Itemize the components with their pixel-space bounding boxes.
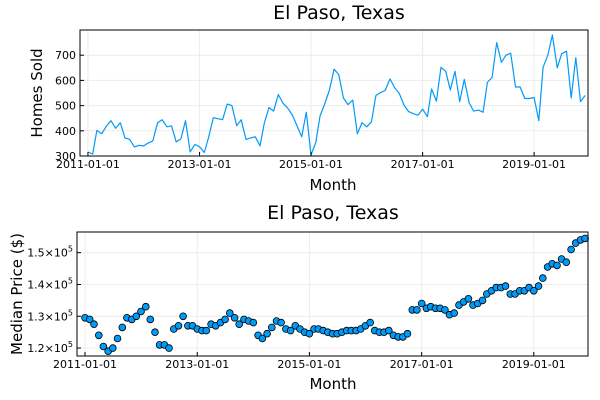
y-tick-label: 700 bbox=[55, 49, 76, 62]
y-tick-label: 1.3×105 bbox=[27, 308, 73, 323]
chart-title: El Paso, Texas bbox=[267, 202, 399, 224]
data-point bbox=[441, 306, 449, 314]
data-point bbox=[142, 302, 150, 311]
median-price-chart: El Paso, Texas 2011-01-01 2013-01-01 2015-… bbox=[8, 202, 589, 393]
y-tick-label: 400 bbox=[55, 125, 76, 138]
x-tick-label: 2017-01-01 bbox=[391, 158, 455, 171]
data-point bbox=[174, 321, 183, 330]
data-point bbox=[553, 261, 561, 270]
y-tick-label: 1.4×105 bbox=[27, 276, 73, 291]
homes-sold-chart: El Paso, Texas 2011-01-01 2013-01-01 2015-… bbox=[28, 2, 589, 194]
data-point bbox=[450, 309, 459, 317]
y-axis-label: Median Price ($) bbox=[8, 233, 26, 355]
data-point bbox=[179, 312, 187, 321]
y-axis-label: Homes Sold bbox=[28, 48, 46, 137]
y-tick-label: 300 bbox=[55, 150, 76, 163]
data-point bbox=[165, 344, 173, 352]
plot-frame bbox=[79, 29, 589, 157]
data-point bbox=[413, 306, 421, 314]
data-point bbox=[417, 299, 426, 308]
data-point bbox=[221, 315, 229, 324]
axis-ticks: 2011-01-01 2013-01-01 2015-01-01 2017-01-01… bbox=[27, 245, 566, 371]
data-point bbox=[132, 312, 141, 321]
x-tick-label: 2015-01-01 bbox=[277, 358, 341, 371]
chart-title: El Paso, Texas bbox=[273, 2, 405, 24]
x-tick-label: 2011-01-01 bbox=[56, 158, 120, 171]
data-point bbox=[366, 318, 375, 327]
homes-sold-series bbox=[87, 34, 586, 156]
y-tick-label: 500 bbox=[55, 100, 76, 113]
x-tick-label: 2019-01-01 bbox=[502, 358, 566, 371]
data-point bbox=[478, 296, 487, 305]
data-point bbox=[118, 323, 127, 332]
data-point bbox=[113, 334, 122, 343]
x-axis-label: Month bbox=[309, 375, 356, 393]
data-point bbox=[286, 326, 295, 335]
plot-frame bbox=[76, 231, 589, 357]
data-point bbox=[403, 329, 412, 338]
data-point bbox=[263, 329, 271, 338]
data-point bbox=[90, 320, 98, 329]
data-point bbox=[258, 334, 267, 343]
data-point bbox=[277, 318, 285, 327]
data-point bbox=[562, 258, 571, 267]
data-point bbox=[464, 294, 473, 303]
data-point bbox=[581, 234, 589, 243]
data-point bbox=[249, 318, 258, 327]
data-point bbox=[151, 328, 159, 337]
data-point bbox=[230, 313, 239, 322]
x-tick-label: 2013-01-01 bbox=[168, 158, 232, 171]
data-point bbox=[99, 342, 108, 351]
data-point bbox=[305, 329, 314, 338]
data-point bbox=[202, 326, 211, 335]
x-tick-label: 2013-01-01 bbox=[165, 358, 229, 371]
x-tick-label: 2017-01-01 bbox=[390, 358, 454, 371]
x-axis-label: Month bbox=[309, 176, 356, 194]
data-point bbox=[235, 320, 244, 329]
data-point bbox=[146, 315, 155, 324]
axis-ticks: 2011-01-01 2013-01-01 2015-01-01 2017-01-01… bbox=[55, 49, 566, 171]
y-tick-label: 1.5×105 bbox=[27, 245, 73, 260]
data-point bbox=[534, 282, 543, 290]
data-point bbox=[501, 282, 510, 290]
x-tick-label: 2019-01-01 bbox=[502, 158, 566, 171]
data-point bbox=[529, 286, 538, 295]
data-point bbox=[137, 307, 145, 316]
data-point bbox=[267, 323, 276, 332]
data-point bbox=[109, 344, 117, 352]
data-point bbox=[384, 326, 393, 335]
y-tick-label: 600 bbox=[55, 74, 76, 87]
x-tick-label: 2015-01-01 bbox=[279, 158, 343, 171]
data-point bbox=[95, 331, 103, 340]
y-tick-label: 1.2×105 bbox=[27, 340, 73, 355]
series-line bbox=[87, 34, 586, 156]
data-point bbox=[226, 309, 234, 317]
data-point bbox=[567, 245, 575, 254]
median-price-series bbox=[81, 234, 589, 356]
data-point bbox=[538, 274, 547, 282]
x-tick-label: 2011-01-01 bbox=[53, 358, 117, 371]
data-point bbox=[85, 315, 94, 324]
grid bbox=[80, 30, 588, 157]
